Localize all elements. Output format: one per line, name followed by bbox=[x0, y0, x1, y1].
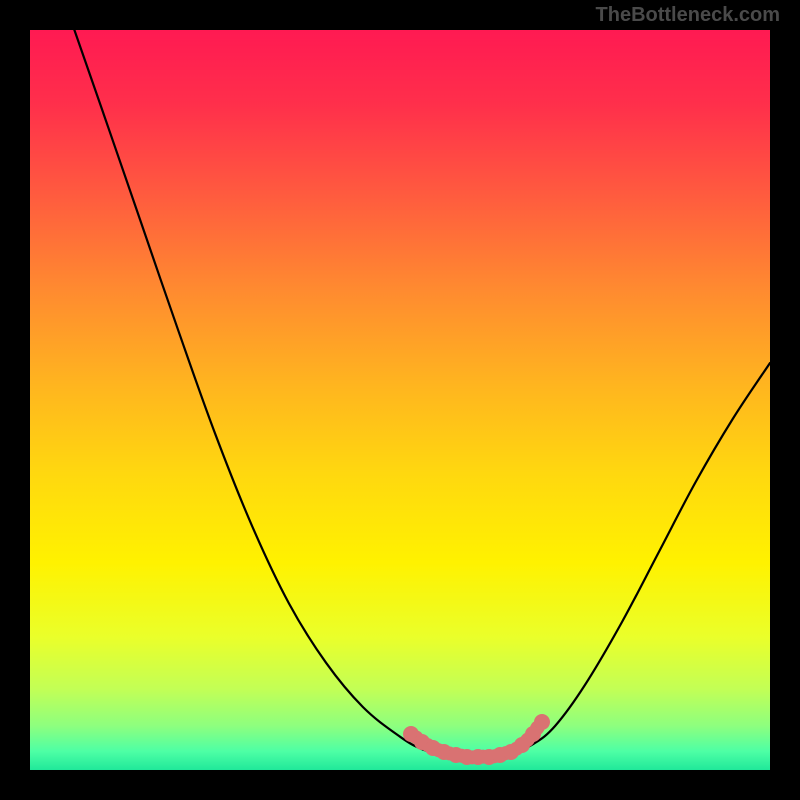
curve-layer bbox=[30, 30, 770, 770]
highlight-accent-marker bbox=[536, 716, 548, 728]
watermark-text: TheBottleneck.com bbox=[596, 4, 780, 27]
bottleneck-curve bbox=[74, 30, 770, 758]
plot-area bbox=[30, 30, 770, 770]
